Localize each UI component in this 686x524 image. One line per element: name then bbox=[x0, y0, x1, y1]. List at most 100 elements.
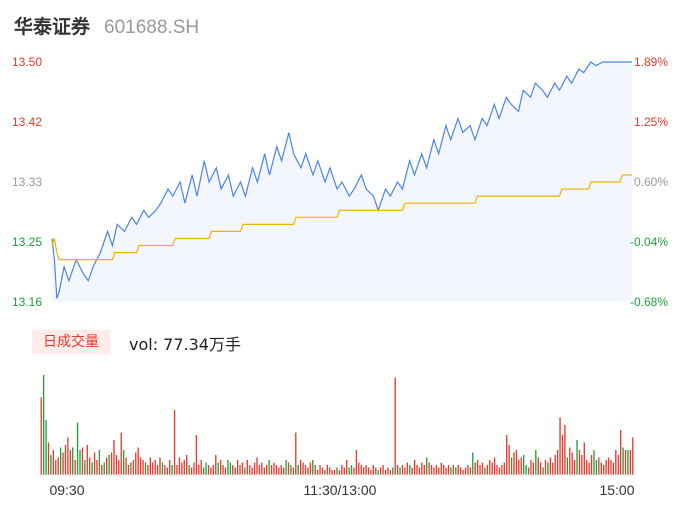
volume-bar bbox=[258, 465, 261, 475]
y-tick-right: 1.89% bbox=[634, 55, 668, 69]
volume-bar bbox=[52, 450, 54, 475]
volume-bar bbox=[282, 467, 285, 475]
volume-bar bbox=[239, 465, 241, 475]
volume-bar bbox=[474, 462, 476, 475]
volume-bar bbox=[263, 467, 265, 475]
volume-bar bbox=[462, 470, 464, 475]
volume-bar bbox=[367, 467, 370, 475]
volume-bar bbox=[443, 465, 445, 475]
volume-bar bbox=[249, 465, 251, 475]
volume-bar bbox=[91, 462, 93, 475]
volume-bar bbox=[229, 462, 231, 475]
volume-bar bbox=[314, 465, 316, 475]
volume-bar bbox=[392, 467, 394, 475]
volume-bar bbox=[573, 460, 576, 475]
y-axis-left-price: 13.50 13.42 13.33 13.25 13.16 bbox=[12, 55, 42, 309]
volume-bar bbox=[549, 457, 552, 475]
volume-bar bbox=[312, 460, 314, 475]
volume-bar bbox=[590, 455, 593, 475]
volume-bar bbox=[632, 437, 634, 475]
volume-tag: 日成交量 bbox=[32, 330, 110, 354]
volume-bar bbox=[118, 460, 120, 475]
volume-bar bbox=[493, 457, 496, 475]
stock-code: 601688.SH bbox=[104, 17, 200, 38]
volume-bar bbox=[530, 460, 532, 475]
y-tick-left: 13.16 bbox=[12, 295, 42, 309]
volume-bar bbox=[81, 447, 84, 475]
volume-bar bbox=[358, 462, 360, 475]
volume-bar bbox=[130, 462, 132, 475]
volume-bar bbox=[79, 450, 81, 475]
volume-bar bbox=[406, 462, 408, 475]
volume-bar bbox=[93, 452, 96, 475]
volume-bar bbox=[115, 455, 118, 475]
volume-bar bbox=[624, 450, 627, 475]
volume-bar bbox=[142, 460, 144, 475]
volume-bar bbox=[207, 465, 210, 475]
volume-bar bbox=[299, 460, 302, 475]
volume-bar bbox=[169, 460, 171, 475]
volume-bar bbox=[113, 440, 115, 475]
volume-bar bbox=[396, 465, 399, 475]
volume-bar bbox=[372, 465, 375, 475]
volume-bar bbox=[336, 467, 338, 475]
volume-bar bbox=[309, 462, 311, 475]
volume-bar bbox=[416, 465, 418, 475]
volume-bar bbox=[472, 452, 474, 475]
volume-bar bbox=[74, 460, 76, 475]
volume-bar bbox=[319, 465, 321, 475]
volume-bar bbox=[566, 457, 568, 475]
volume-bar bbox=[275, 465, 278, 475]
volume-bar bbox=[486, 465, 488, 475]
volume-bar bbox=[605, 460, 607, 475]
volume-bar bbox=[586, 460, 588, 475]
volume-bar bbox=[479, 465, 481, 475]
volume-bar bbox=[210, 467, 212, 475]
volume-bar bbox=[535, 450, 537, 475]
volume-bar bbox=[379, 467, 382, 475]
volume-bar bbox=[382, 465, 384, 475]
volume-bar bbox=[40, 397, 42, 475]
volume-bar bbox=[418, 467, 421, 475]
x-tick: 11:30/13:00 bbox=[304, 482, 377, 498]
volume-bar bbox=[152, 462, 154, 475]
volume-bar bbox=[251, 467, 253, 475]
volume-bar bbox=[627, 450, 629, 475]
volume-bar bbox=[532, 462, 535, 475]
x-tick: 15:00 bbox=[599, 482, 634, 498]
y-tick-left: 13.50 bbox=[12, 55, 42, 69]
volume-bar bbox=[219, 460, 222, 475]
volume-bar bbox=[59, 447, 62, 475]
volume-bar bbox=[620, 430, 622, 475]
volume-bar bbox=[200, 460, 202, 475]
volume-bar bbox=[55, 460, 57, 475]
volume-bar bbox=[268, 460, 270, 475]
volume-bar bbox=[629, 450, 632, 475]
volume-bar bbox=[491, 462, 493, 475]
volume-bar bbox=[106, 457, 108, 475]
volume-bar bbox=[132, 460, 135, 475]
volume-bar bbox=[612, 462, 615, 475]
volume-bar bbox=[450, 467, 452, 475]
volume-bar bbox=[343, 467, 345, 475]
volume-bar bbox=[552, 462, 554, 475]
volume-bar bbox=[244, 467, 246, 475]
volume-bar bbox=[350, 465, 353, 475]
volume-bar bbox=[159, 457, 161, 475]
volume-bar bbox=[600, 462, 602, 475]
volume-bar bbox=[285, 460, 287, 475]
volume-bar bbox=[515, 450, 518, 475]
volume-bar bbox=[615, 450, 617, 475]
volume-bar bbox=[607, 457, 610, 475]
volume-bar bbox=[496, 465, 498, 475]
volume-bar bbox=[186, 455, 188, 475]
volume-bar bbox=[84, 460, 86, 475]
volume-bar bbox=[72, 447, 74, 475]
volume-bar bbox=[202, 467, 205, 475]
volume-bar bbox=[50, 455, 52, 475]
volume-bar bbox=[457, 465, 459, 475]
volume-bar bbox=[326, 465, 328, 475]
x-tick: 09:30 bbox=[49, 482, 84, 498]
volume-bar bbox=[355, 450, 358, 475]
y-tick-right: 0.60% bbox=[634, 175, 668, 189]
